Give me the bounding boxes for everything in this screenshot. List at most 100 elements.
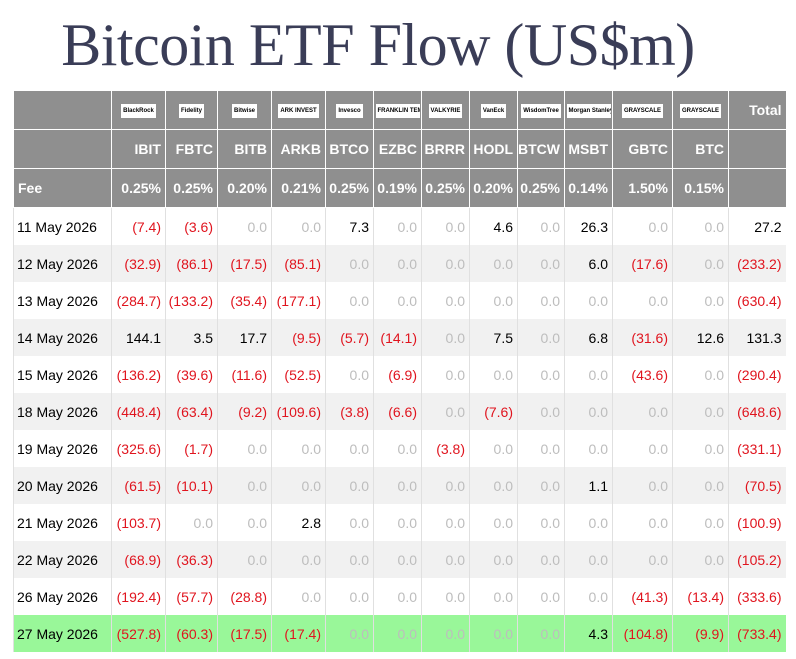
- flow-cell: (43.6): [612, 356, 673, 393]
- logo-cell: Fidelity: [165, 91, 218, 130]
- flow-cell: 0.0: [517, 393, 565, 430]
- flow-cell: 0.0: [517, 319, 565, 356]
- flow-cell: 0.0: [271, 430, 326, 467]
- date-cell: 26 May 2026: [13, 578, 112, 615]
- fee-cell: 0.15%: [672, 168, 729, 208]
- flow-cell: (136.2): [111, 356, 166, 393]
- flow-cell: 0.0: [325, 282, 374, 319]
- flow-cell: 0.0: [612, 430, 673, 467]
- total-header: Total: [728, 91, 786, 130]
- flow-cell: 0.0: [325, 615, 374, 652]
- ticker-total-cell: [728, 129, 786, 169]
- logo-cell: GRAYSCALE: [672, 91, 729, 130]
- date-cell: 14 May 2026: [13, 319, 112, 356]
- issuer-logo: VanEck: [480, 104, 507, 119]
- flow-cell: 0.0: [517, 430, 565, 467]
- logo-cell: BlackRock: [111, 91, 166, 130]
- flow-cell: 0.0: [325, 467, 374, 504]
- flow-cell: (527.8): [111, 615, 166, 652]
- flow-cell: 0.0: [373, 578, 422, 615]
- date-cell: 19 May 2026: [13, 430, 112, 467]
- flow-cell: 0.0: [325, 356, 374, 393]
- flow-cell: (9.9): [672, 615, 729, 652]
- flow-cell: (284.7): [111, 282, 166, 319]
- flow-cell: 0.0: [217, 207, 272, 245]
- flow-cell: 0.0: [421, 245, 470, 282]
- table-row: 13 May 2026 (284.7) (133.2) (35.4) (177.1) 0.…: [13, 282, 786, 319]
- flow-cell: (192.4): [111, 578, 166, 615]
- issuer-logo: FRANKLIN TEMPLETON: [375, 104, 420, 119]
- flow-cell: (17.6): [612, 245, 673, 282]
- table-row: 27 May 2026 (527.8) (60.3) (17.5) (17.4) 0.0 0…: [13, 615, 786, 652]
- date-cell: 27 May 2026: [13, 615, 112, 652]
- flow-cell: (60.3): [165, 615, 218, 652]
- flow-cell: (52.5): [271, 356, 326, 393]
- flow-cell: 0.0: [373, 615, 422, 652]
- flow-cell: (9.2): [217, 393, 272, 430]
- flow-cell: (85.1): [271, 245, 326, 282]
- logo-cell: VanEck: [469, 91, 518, 130]
- flow-cell: (41.3): [612, 578, 673, 615]
- logo-cell: WisdomTree: [517, 91, 565, 130]
- logo-cell: ARK INVEST: [271, 91, 326, 130]
- flow-cell: 0.0: [469, 430, 518, 467]
- flow-cell: 0.0: [325, 245, 374, 282]
- ticker-header: IBIT: [111, 129, 166, 169]
- flow-cell: 0.0: [612, 504, 673, 541]
- flow-cell: (28.8): [217, 578, 272, 615]
- flow-cell: 0.0: [217, 504, 272, 541]
- flow-cell: 0.0: [325, 504, 374, 541]
- logo-cell: Morgan Stanley: [564, 91, 613, 130]
- flow-cell: 0.0: [517, 578, 565, 615]
- flow-cell: (57.7): [165, 578, 218, 615]
- flow-cell: (32.9): [111, 245, 166, 282]
- flow-cell: 0.0: [325, 578, 374, 615]
- table-row: 15 May 2026 (136.2) (39.6) (11.6) (52.5) 0.0(…: [13, 356, 786, 393]
- flow-cell: (104.8): [612, 615, 673, 652]
- date-cell: 13 May 2026: [13, 282, 112, 319]
- table-row: 26 May 2026 (192.4) (57.7) (28.8) 0.0 0.0 0.0 0…: [13, 578, 786, 615]
- flow-cell: 3.5: [165, 319, 218, 356]
- ticker-header: BTCW: [517, 129, 565, 169]
- flow-cell: (39.6): [165, 356, 218, 393]
- flow-cell: (63.4): [165, 393, 218, 430]
- flow-cell: 0.0: [421, 578, 470, 615]
- flow-cell: 0.0: [373, 207, 422, 245]
- ticker-corner-cell: [13, 129, 112, 169]
- flow-cell: (86.1): [165, 245, 218, 282]
- total-cell: (105.2): [728, 541, 786, 578]
- flow-cell: 7.3: [325, 207, 374, 245]
- issuer-logo: GRAYSCALE: [679, 104, 722, 119]
- logo-cell: Invesco: [325, 91, 374, 130]
- flow-cell: (61.5): [111, 467, 166, 504]
- flow-cell: 0.0: [612, 282, 673, 319]
- flow-cell: 4.3: [564, 615, 613, 652]
- etf-flow-table: BlackRock Fidelity Bitwise ARK INVEST Invesc…: [13, 91, 786, 652]
- flow-cell: 0.0: [271, 207, 326, 245]
- issuer-logo: Fidelity: [178, 104, 204, 119]
- total-cell: (648.6): [728, 393, 786, 430]
- issuer-logo: Bitwise: [231, 104, 257, 119]
- flow-cell: 0.0: [469, 467, 518, 504]
- flow-cell: 0.0: [373, 467, 422, 504]
- ticker-header: EZBC: [373, 129, 422, 169]
- flow-cell: 0.0: [672, 356, 729, 393]
- flow-cell: 0.0: [672, 467, 729, 504]
- table-row: 22 May 2026 (68.9) (36.3) 0.0 0.0 0.0 0.0 0.0 0.…: [13, 541, 786, 578]
- fee-cell: 0.25%: [165, 168, 218, 208]
- logo-row: BlackRock Fidelity Bitwise ARK INVEST Invesc…: [13, 91, 786, 130]
- flow-cell: 0.0: [672, 282, 729, 319]
- date-cell: 18 May 2026: [13, 393, 112, 430]
- flow-cell: 0.0: [517, 615, 565, 652]
- flow-cell: (448.4): [111, 393, 166, 430]
- ticker-header: MSBT: [564, 129, 613, 169]
- flow-cell: 0.0: [373, 504, 422, 541]
- flow-cell: 26.3: [564, 207, 613, 245]
- ticker-header: ARKB: [271, 129, 326, 169]
- logo-cell: GRAYSCALE: [612, 91, 673, 130]
- date-cell: 15 May 2026: [13, 356, 112, 393]
- date-cell: 20 May 2026: [13, 467, 112, 504]
- flow-cell: 12.6: [672, 319, 729, 356]
- flow-cell: (133.2): [165, 282, 218, 319]
- flow-cell: (7.4): [111, 207, 166, 245]
